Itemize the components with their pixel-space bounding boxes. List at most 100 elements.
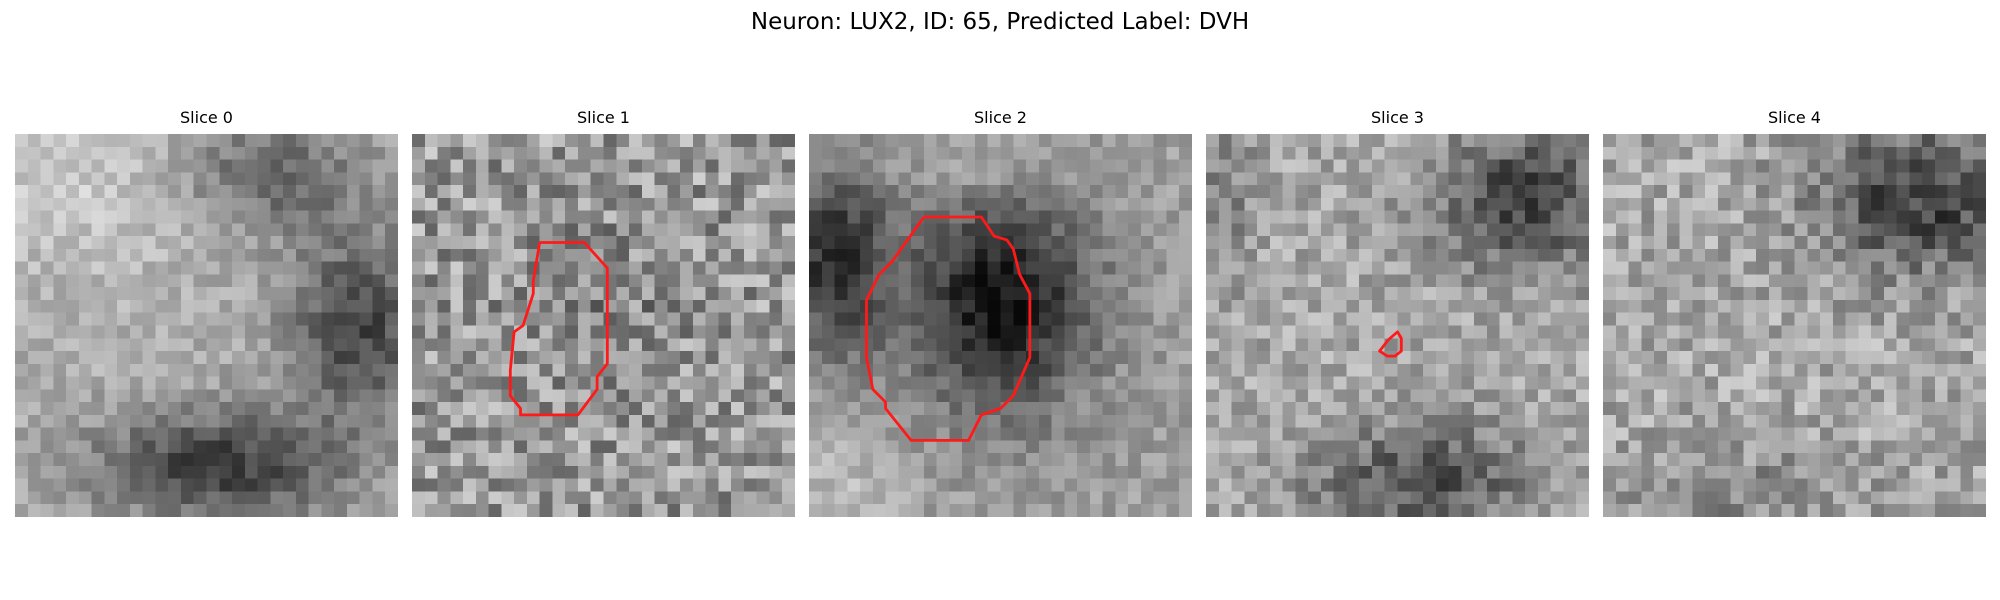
pixel xyxy=(488,363,502,377)
pixel xyxy=(1320,159,1334,173)
pixel xyxy=(641,261,655,275)
pixel xyxy=(155,414,169,428)
pixel xyxy=(1282,338,1296,352)
pixel xyxy=(53,440,67,454)
pixel xyxy=(718,172,732,186)
pixel xyxy=(1679,351,1693,365)
pixel xyxy=(437,351,451,365)
pixel xyxy=(1435,427,1449,441)
pixel xyxy=(1128,299,1142,313)
pixel xyxy=(718,146,732,160)
pixel xyxy=(1973,172,1986,186)
pixel xyxy=(782,491,795,505)
pixel xyxy=(1499,414,1513,428)
pixel xyxy=(1909,453,1923,467)
pixel xyxy=(1269,453,1283,467)
pixel xyxy=(78,491,92,505)
pixel xyxy=(1218,325,1232,339)
pixel xyxy=(104,223,118,237)
pixel xyxy=(1295,274,1309,288)
pixel xyxy=(193,248,207,262)
pixel xyxy=(1384,389,1398,403)
pixel xyxy=(1153,440,1167,454)
pixel xyxy=(1679,210,1693,224)
pixel xyxy=(923,351,937,365)
pixel xyxy=(923,197,937,211)
pixel xyxy=(936,146,950,160)
pixel xyxy=(450,159,464,173)
pixel xyxy=(1320,389,1334,403)
pixel xyxy=(15,197,29,211)
pixel xyxy=(91,299,105,313)
pixel xyxy=(1308,491,1322,505)
pixel xyxy=(1038,453,1052,467)
pixel xyxy=(514,210,528,224)
pixel xyxy=(1807,274,1821,288)
pixel xyxy=(53,287,67,301)
pixel xyxy=(1973,325,1986,339)
pixel xyxy=(1038,287,1052,301)
pixel xyxy=(834,159,848,173)
pixel xyxy=(1730,185,1744,199)
pixel xyxy=(1371,172,1385,186)
pixel xyxy=(641,159,655,173)
pixel xyxy=(1013,236,1027,250)
pixel xyxy=(219,261,233,275)
pixel xyxy=(1038,159,1052,173)
pixel xyxy=(1410,261,1424,275)
pixel xyxy=(1435,325,1449,339)
pixel xyxy=(1000,465,1014,479)
pixel xyxy=(1166,197,1180,211)
pixel xyxy=(1346,197,1360,211)
pixel xyxy=(1102,389,1116,403)
pixel xyxy=(680,491,694,505)
pixel xyxy=(1499,159,1513,173)
pixel xyxy=(1000,134,1014,148)
pixel xyxy=(1013,402,1027,416)
pixel xyxy=(1909,427,1923,441)
pixel xyxy=(1896,478,1910,492)
pixel xyxy=(987,478,1001,492)
pixel xyxy=(743,491,757,505)
pixel xyxy=(1845,274,1859,288)
pixel xyxy=(1909,440,1923,454)
pixel xyxy=(385,389,398,403)
pixel xyxy=(1128,363,1142,377)
pixel xyxy=(577,312,591,326)
pixel xyxy=(821,325,835,339)
pixel xyxy=(1525,159,1539,173)
pixel xyxy=(437,248,451,262)
pixel xyxy=(283,414,297,428)
pixel xyxy=(1768,287,1782,301)
pixel xyxy=(514,478,528,492)
pixel xyxy=(1206,223,1220,237)
pixel xyxy=(1512,274,1526,288)
pixel xyxy=(1448,351,1462,365)
pixel xyxy=(1038,134,1052,148)
pixel xyxy=(1705,414,1719,428)
pixel xyxy=(1206,338,1220,352)
pixel xyxy=(1051,402,1065,416)
pixel xyxy=(66,299,80,313)
pixel xyxy=(1448,389,1462,403)
pixel xyxy=(1922,274,1936,288)
pixel xyxy=(743,287,757,301)
pixel xyxy=(1089,159,1103,173)
pixel xyxy=(501,185,515,199)
pixel xyxy=(565,504,579,517)
pixel xyxy=(641,210,655,224)
pixel xyxy=(1666,274,1680,288)
pixel xyxy=(334,261,348,275)
pixel xyxy=(718,491,732,505)
pixel xyxy=(1486,185,1500,199)
pixel xyxy=(731,351,745,365)
pixel xyxy=(1089,402,1103,416)
pixel xyxy=(705,261,719,275)
pixel xyxy=(346,427,360,441)
pixel xyxy=(667,389,681,403)
pixel xyxy=(424,338,438,352)
pixel xyxy=(923,363,937,377)
pixel xyxy=(654,504,668,517)
pixel xyxy=(872,236,886,250)
